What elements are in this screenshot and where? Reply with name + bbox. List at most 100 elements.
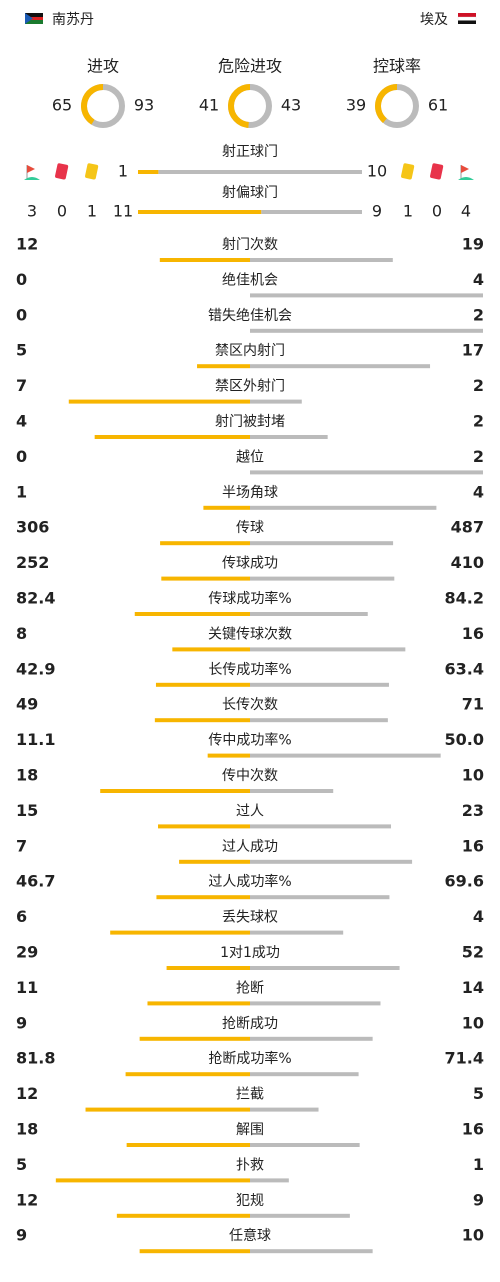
shots-bar-away: [261, 210, 362, 214]
home-icons: [24, 163, 99, 180]
stat-label: 禁区外射门: [215, 379, 285, 395]
stat-away: 63.4: [445, 659, 484, 678]
stat-away: 2: [473, 447, 484, 466]
stat-label: 绝佳机会: [222, 272, 278, 288]
stat-home: 7: [16, 376, 27, 395]
discipline-count: 1: [87, 202, 97, 221]
stat-label: 犯规: [236, 1193, 264, 1209]
discipline-count: 4: [461, 202, 471, 221]
stat-home: 8: [16, 624, 27, 643]
stat-home: 15: [16, 801, 38, 820]
stat-away: 10: [462, 1013, 484, 1032]
stat-label: 越位: [236, 449, 264, 465]
stat-bar-away: [250, 293, 483, 298]
stat-home: 49: [16, 695, 38, 714]
summary-away: 43: [281, 96, 301, 115]
stat-bar-home: [55, 1178, 251, 1183]
stat-home: 81.8: [16, 1049, 55, 1068]
stat-bar-away: [250, 824, 392, 829]
shots-label: 射正球门: [222, 144, 278, 160]
stat-away: 1: [473, 1155, 484, 1174]
stat-away: 487: [451, 518, 484, 537]
stat-label: 抢断: [236, 979, 264, 996]
summary-label: 危险进攻: [218, 57, 282, 76]
stat-away: 17: [462, 341, 484, 360]
stat-bar-home: [159, 258, 250, 262]
stat-label: 禁区内射门: [215, 343, 285, 359]
stat-bar-away: [250, 258, 393, 262]
summary-home: 39: [346, 96, 366, 115]
stat-bar-home: [125, 1072, 250, 1077]
stat-bar-home: [110, 930, 250, 935]
stat-label: 拦截: [236, 1087, 264, 1103]
stat-bar-home: [160, 541, 250, 546]
stat-label: 过人成功: [222, 839, 278, 855]
stat-bar-home: [203, 505, 250, 510]
stat-home: 9: [16, 1226, 27, 1245]
shots-away: 9: [372, 202, 382, 221]
stat-home: 9: [16, 1013, 27, 1032]
summary-home: 41: [199, 96, 219, 115]
stat-home: 82.4: [16, 589, 55, 608]
stat-away: 2: [473, 412, 484, 431]
stat-bar-away: [250, 1178, 289, 1183]
stat-label: 1对1成功: [220, 945, 280, 961]
stat-away: 23: [462, 801, 484, 820]
stat-away: 4: [473, 907, 484, 926]
stat-label: 关键传球次数: [208, 626, 292, 642]
stat-away: 2: [473, 305, 484, 324]
stat-bar-home: [154, 718, 250, 723]
stat-home: 7: [16, 836, 27, 855]
summary-label: 进攻: [87, 57, 119, 76]
stat-away: 410: [451, 553, 484, 572]
stat-label: 长传成功率%: [208, 661, 291, 678]
stat-away: 5: [473, 1084, 484, 1103]
stat-bar-away: [250, 505, 437, 510]
home-team: 南苏丹: [52, 12, 94, 28]
shots-away: 10: [367, 162, 387, 181]
stat-label: 抢断成功: [222, 1015, 278, 1032]
stat-label: 过人: [236, 803, 264, 819]
discipline-count: 0: [432, 202, 442, 221]
stat-bar-away: [250, 859, 413, 864]
stat-home: 0: [16, 305, 27, 324]
stat-away: 16: [462, 1120, 484, 1139]
summary-label: 控球率: [373, 57, 421, 76]
stat-bar-away: [250, 399, 302, 404]
donut-home: [228, 84, 251, 128]
summary-away: 93: [134, 96, 154, 115]
stat-home: 1: [16, 482, 27, 501]
stat-bar-away: [250, 470, 483, 475]
stat-bar-home: [134, 612, 250, 616]
stat-bar-home: [68, 399, 251, 404]
stat-away: 4: [473, 270, 484, 289]
discipline-count: 0: [57, 202, 67, 221]
stat-bar-home: [139, 1036, 250, 1041]
stat-bar-home: [116, 1213, 250, 1218]
stat-home: 12: [16, 1084, 38, 1103]
shots-home: 1: [118, 162, 128, 181]
stat-away: 52: [462, 943, 484, 962]
stat-away: 84.2: [445, 589, 484, 608]
stat-home: 0: [16, 270, 27, 289]
shots-bar-home: [138, 210, 262, 214]
stat-label: 传中次数: [222, 768, 278, 784]
stat-bar-home: [147, 1001, 250, 1006]
stat-home: 18: [16, 766, 38, 785]
stat-away: 71.4: [445, 1049, 484, 1068]
stat-bar-away: [250, 1072, 359, 1077]
stat-home: 6: [16, 907, 27, 926]
summary-home: 65: [52, 96, 72, 115]
shots-label: 射偏球门: [222, 185, 278, 201]
stat-bar-away: [250, 364, 431, 369]
stat-bar-home: [172, 647, 250, 652]
stat-home: 4: [16, 412, 27, 431]
stat-bar-home: [166, 966, 250, 970]
stat-home: 46.7: [16, 872, 55, 891]
stat-bar-away: [250, 541, 394, 546]
donut-home: [81, 84, 104, 125]
stat-bar-away: [250, 930, 344, 935]
stat-home: 11: [16, 978, 38, 997]
stat-bar-home: [100, 789, 250, 793]
stat-label: 错失绝佳机会: [208, 308, 292, 324]
